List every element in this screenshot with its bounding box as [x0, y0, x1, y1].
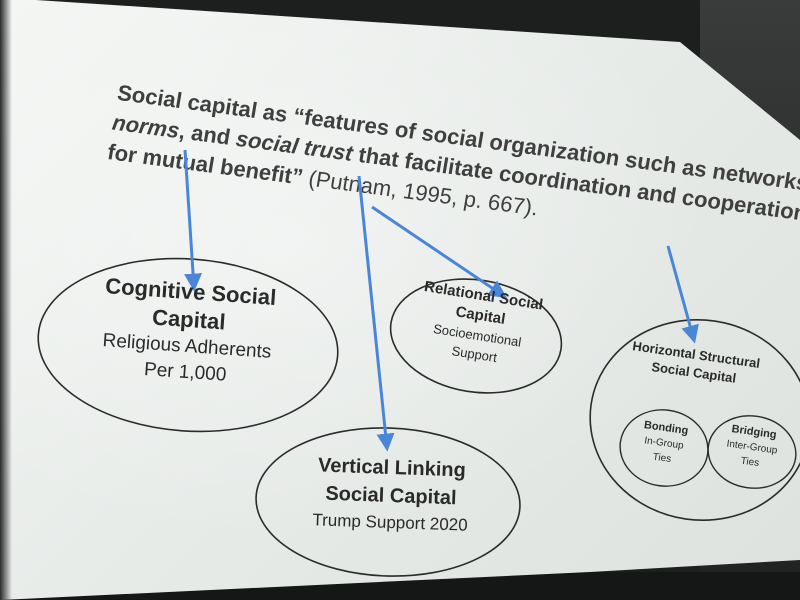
cognitive-label: Cognitive Social Capital Religious Adher… [75, 270, 302, 393]
arrow-norms-to-cognitive [183, 149, 203, 292]
screen-left-edge [0, 0, 12, 600]
vertical-ellipse [255, 427, 521, 577]
arrow-networks-to-horizontal [666, 245, 699, 344]
horizontal-ellipse [589, 318, 800, 522]
cognitive-ellipse [37, 257, 339, 433]
arrow-trust-to-relational [371, 205, 507, 299]
bridging-label: Bridging Inter-Group Ties [713, 419, 791, 475]
bonding-label: Bonding In-Group Ties [627, 415, 701, 470]
vertical-label: Vertical Linking Social Capital Trump Su… [295, 451, 488, 540]
bonding-ellipse [619, 409, 709, 487]
arrow-trust-to-vertical [357, 175, 395, 452]
bridging-ellipse [707, 415, 797, 489]
relational-ellipse [389, 278, 563, 394]
